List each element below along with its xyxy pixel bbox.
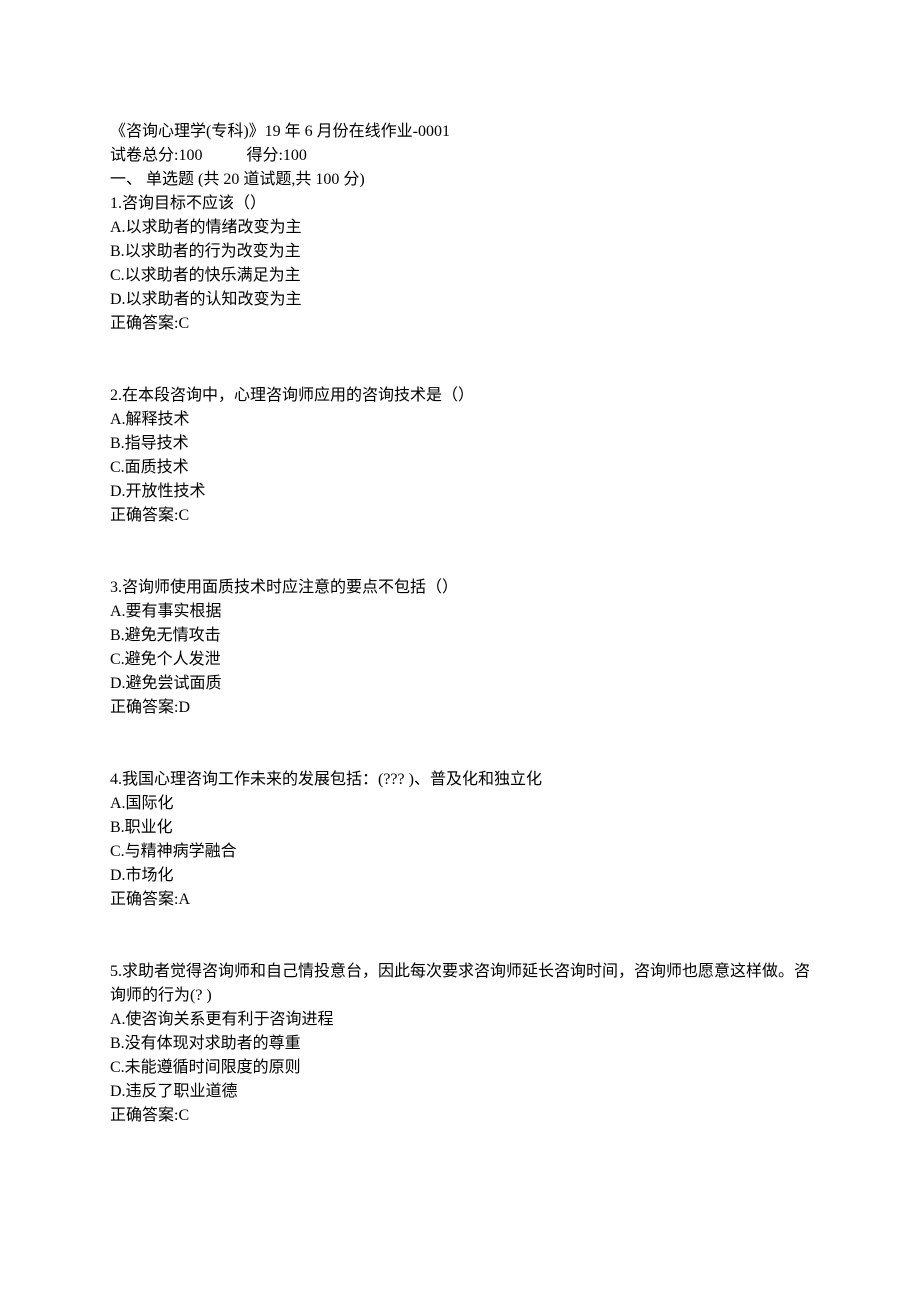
question-answer: 正确答案:C [110, 1104, 810, 1128]
question-block: 4.我国心理咨询工作未来的发展包括：(??? )、普及化和独立化 A.国际化 B… [110, 768, 810, 912]
document-page: 《咨询心理学(专科)》19 年 6 月份在线作业-0001 试卷总分:100 得分… [0, 0, 920, 1188]
question-block: 3.咨询师使用面质技术时应注意的要点不包括（） A.要有事实根据 B.避免无情攻… [110, 576, 810, 720]
question-option: D.以求助者的认知改变为主 [110, 288, 810, 312]
total-score-label: 试卷总分:100 [110, 147, 202, 164]
question-stem: 4.我国心理咨询工作未来的发展包括：(??? )、普及化和独立化 [110, 768, 810, 792]
question-answer: 正确答案:D [110, 696, 810, 720]
question-answer: 正确答案:A [110, 888, 810, 912]
question-stem: 1.咨询目标不应该（） [110, 192, 810, 216]
question-option: B.指导技术 [110, 432, 810, 456]
question-option: B.职业化 [110, 816, 810, 840]
score-label: 得分:100 [246, 147, 306, 164]
question-option: A.以求助者的情绪改变为主 [110, 216, 810, 240]
question-block: 2.在本段咨询中，心理咨询师应用的咨询技术是（） A.解释技术 B.指导技术 C… [110, 384, 810, 528]
question-option: B.没有体现对求助者的尊重 [110, 1032, 810, 1056]
question-answer: 正确答案:C [110, 504, 810, 528]
question-option: D.开放性技术 [110, 480, 810, 504]
question-option: A.使咨询关系更有利于咨询进程 [110, 1008, 810, 1032]
question-option: A.要有事实根据 [110, 600, 810, 624]
section-heading: 一、 单选题 (共 20 道试题,共 100 分) [110, 168, 810, 192]
question-option: B.以求助者的行为改变为主 [110, 240, 810, 264]
question-stem: 5.求助者觉得咨询师和自己情投意台，因此每次要求咨询师延长咨询时间，咨询师也愿意… [110, 960, 810, 1008]
question-option: C.避免个人发泄 [110, 648, 810, 672]
question-option: C.未能遵循时间限度的原则 [110, 1056, 810, 1080]
score-line: 试卷总分:100 得分:100 [110, 144, 810, 168]
question-option: C.以求助者的快乐满足为主 [110, 264, 810, 288]
question-block: 5.求助者觉得咨询师和自己情投意台，因此每次要求咨询师延长咨询时间，咨询师也愿意… [110, 960, 810, 1128]
question-option: C.面质技术 [110, 456, 810, 480]
question-option: A.国际化 [110, 792, 810, 816]
question-option: D.市场化 [110, 864, 810, 888]
question-option: D.违反了职业道德 [110, 1080, 810, 1104]
question-block: 1.咨询目标不应该（） A.以求助者的情绪改变为主 B.以求助者的行为改变为主 … [110, 192, 810, 336]
question-answer: 正确答案:C [110, 312, 810, 336]
question-option: B.避免无情攻击 [110, 624, 810, 648]
exam-title: 《咨询心理学(专科)》19 年 6 月份在线作业-0001 [110, 120, 810, 144]
question-option: D.避免尝试面质 [110, 672, 810, 696]
question-stem: 2.在本段咨询中，心理咨询师应用的咨询技术是（） [110, 384, 810, 408]
question-stem: 3.咨询师使用面质技术时应注意的要点不包括（） [110, 576, 810, 600]
question-option: C.与精神病学融合 [110, 840, 810, 864]
question-option: A.解释技术 [110, 408, 810, 432]
